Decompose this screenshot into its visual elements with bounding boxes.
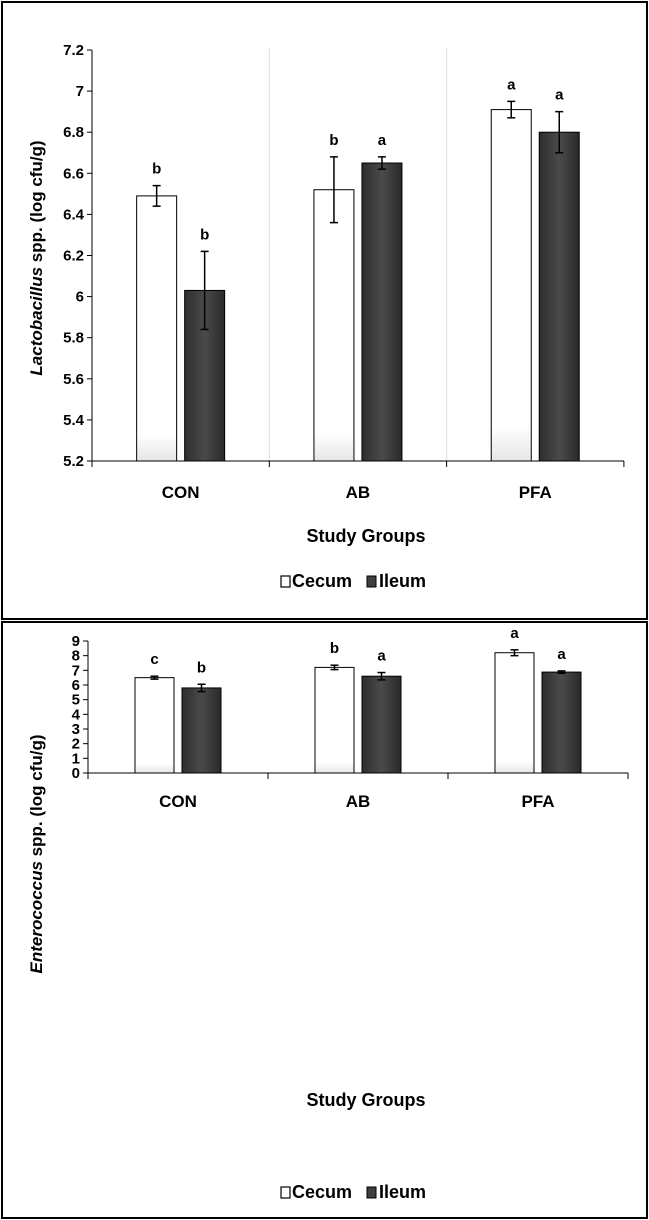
bar-ileum-pfa <box>538 131 580 462</box>
y-tick-label: 6 <box>72 677 80 694</box>
bar-ileum-pfa <box>541 671 582 774</box>
y-tick-label: 5.2 <box>63 453 84 470</box>
x-tick-label: AB <box>346 483 371 502</box>
legend-label-cecum-2: Cecum <box>292 1182 352 1202</box>
legend-label-ileum: Ileum <box>379 571 426 591</box>
y-tick-label: 7.2 <box>63 42 84 59</box>
y-axis-title-rest-lactobacillus: spp. (log cfu/g) <box>27 140 46 267</box>
x-ticks-lactobacillus: CON AB PFA <box>91 461 625 502</box>
significance-letter: c <box>150 651 158 668</box>
y-tick-label: 7 <box>72 662 80 679</box>
x-tick-label: CON <box>162 483 200 502</box>
y-axis-title-italic-enterococcus: Enterococcus <box>27 861 46 973</box>
significance-letter: b <box>200 226 209 243</box>
y-tick-label: 6.6 <box>63 165 84 182</box>
y-tick-label: 0 <box>72 765 80 782</box>
legend-label-cecum: Cecum <box>292 571 352 591</box>
significance-letter: a <box>378 132 387 149</box>
y-tick-label: 5.6 <box>63 371 84 388</box>
significance-letter: a <box>507 76 516 93</box>
chart-panel-lactobacillus: b b b a a a 5.2 5.4 5.6 5.8 6 6.2 6.4 6.6 6.8 7 7.2 CON… <box>1 1 648 620</box>
x-tick-label: AB <box>346 792 371 811</box>
bar-ileum-ab <box>361 162 403 462</box>
legend-swatch-cecum-2 <box>280 1186 291 1199</box>
y-tick-label: 5 <box>72 692 80 709</box>
y-tick-label: 6.4 <box>63 206 85 223</box>
y-axis-title-rest-enterococcus: spp. (log cfu/g) <box>27 735 46 862</box>
significance-letter: a <box>510 625 519 642</box>
bar-ileum-ab <box>361 675 402 774</box>
x-axis-title-enterococcus: Study Groups <box>306 1090 425 1110</box>
y-tick-label: 4 <box>72 706 81 723</box>
bar-ileum-con <box>181 687 222 774</box>
bars-enterococcus: c b b a a a <box>134 625 582 774</box>
significance-letter: b <box>197 659 206 676</box>
y-axis-title-lactobacillus: Lactobacillus spp. (log cfu/g) <box>27 140 46 375</box>
y-axis-title-enterococcus: Enterococcus spp. (log cfu/g) <box>27 735 46 974</box>
bar-cecum-ab <box>314 666 355 774</box>
legend-swatch-cecum <box>280 575 291 588</box>
y-tick-label: 1 <box>72 750 80 767</box>
y-tick-label: 3 <box>72 721 80 738</box>
legend-swatch-ileum <box>366 575 377 588</box>
legend-enterococcus: Cecum Ileum <box>280 1182 426 1202</box>
significance-letter: b <box>329 132 338 149</box>
significance-letter: b <box>152 161 161 178</box>
y-ticks-lactobacillus: 5.2 5.4 5.6 5.8 6 6.2 6.4 6.6 6.8 7 7.2 <box>63 42 92 470</box>
grid-lactobacillus <box>268 48 448 461</box>
significance-letter: a <box>377 648 386 665</box>
bar-cecum-pfa <box>490 109 532 462</box>
legend-lactobacillus: Cecum Ileum <box>280 571 426 591</box>
x-tick-label: PFA <box>519 483 552 502</box>
significance-letter: a <box>555 87 564 104</box>
y-tick-label: 6.2 <box>63 248 84 265</box>
legend-swatch-ileum-2 <box>366 1186 377 1199</box>
y-tick-label: 9 <box>72 633 80 650</box>
y-tick-label: 8 <box>72 648 80 665</box>
y-axis-title-italic-lactobacillus: Lactobacillus <box>27 267 46 376</box>
bar-cecum-pfa <box>494 652 535 774</box>
y-tick-label: 6 <box>76 289 84 306</box>
x-tick-label: PFA <box>521 792 554 811</box>
x-ticks-enterococcus: CON AB PFA <box>87 773 629 811</box>
bar-cecum-con <box>136 195 178 462</box>
y-tick-label: 5.4 <box>63 412 85 429</box>
y-tick-label: 2 <box>72 736 80 753</box>
bar-cecum-con <box>134 677 175 774</box>
x-tick-label: CON <box>159 792 197 811</box>
y-tick-label: 5.8 <box>63 330 84 347</box>
y-tick-label: 6.8 <box>63 124 84 141</box>
significance-letter: a <box>557 646 566 663</box>
significance-letter: b <box>330 640 339 657</box>
bars-lactobacillus: b b b a a a <box>136 76 580 462</box>
bar-cecum-ab <box>313 189 355 462</box>
legend-label-ileum-2: Ileum <box>379 1182 426 1202</box>
x-axis-title-lactobacillus: Study Groups <box>306 526 425 546</box>
y-tick-label: 7 <box>76 83 84 100</box>
